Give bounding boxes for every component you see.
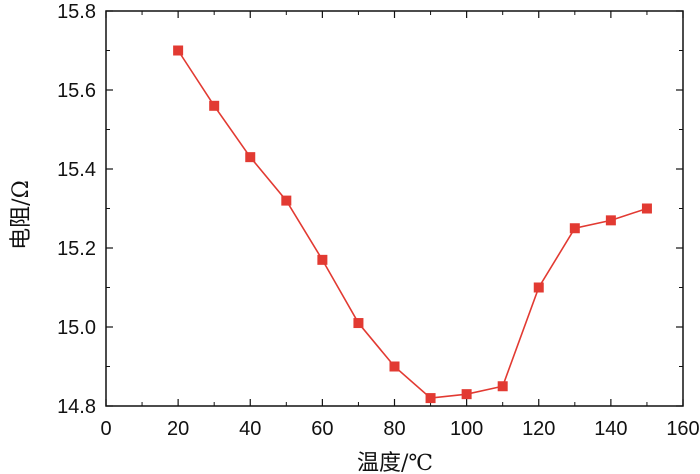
data-point-marker bbox=[461, 389, 472, 400]
data-point-marker bbox=[605, 215, 616, 226]
y-tick-label: 15.2 bbox=[57, 238, 96, 260]
y-tick-label: 14.8 bbox=[57, 396, 96, 418]
data-point-marker bbox=[317, 254, 328, 265]
data-point-marker bbox=[245, 152, 256, 163]
x-tick-label: 120 bbox=[522, 418, 555, 440]
data-point-marker bbox=[641, 203, 652, 214]
plot-frame bbox=[105, 10, 684, 407]
x-tick-label: 20 bbox=[167, 418, 189, 440]
y-tick-label: 15.6 bbox=[57, 80, 96, 102]
data-point-marker bbox=[389, 361, 400, 372]
x-tick-label: 60 bbox=[311, 418, 333, 440]
x-axis-title: 温度/℃ bbox=[357, 451, 433, 474]
data-point-marker bbox=[497, 381, 508, 392]
tick-group: 0 20 40 60 80 100 120 140 160 14.8 15.0 15.2 15.4 15.… bbox=[57, 1, 700, 440]
series-marker-group bbox=[173, 45, 652, 404]
data-point-marker bbox=[533, 282, 544, 293]
x-tick-label: 160 bbox=[666, 418, 699, 440]
series-line bbox=[177, 50, 648, 399]
series-line-group bbox=[177, 50, 648, 399]
x-tick-label: 80 bbox=[383, 418, 405, 440]
y-axis-title: 电阻/Ω bbox=[9, 180, 34, 250]
data-point-marker bbox=[173, 45, 184, 56]
x-tick-label: 140 bbox=[594, 418, 627, 440]
data-point-marker bbox=[569, 223, 580, 234]
x-tick-label: 40 bbox=[239, 418, 261, 440]
data-point-marker bbox=[353, 318, 364, 329]
y-tick-label: 15.4 bbox=[57, 159, 96, 181]
data-point-marker bbox=[281, 195, 292, 206]
data-point-marker bbox=[425, 393, 436, 404]
y-tick-label: 15.8 bbox=[57, 1, 96, 23]
x-tick-label: 0 bbox=[100, 418, 111, 440]
y-tick-label: 15.0 bbox=[57, 317, 96, 339]
x-tick-label: 100 bbox=[450, 418, 483, 440]
data-point-marker bbox=[209, 100, 220, 111]
